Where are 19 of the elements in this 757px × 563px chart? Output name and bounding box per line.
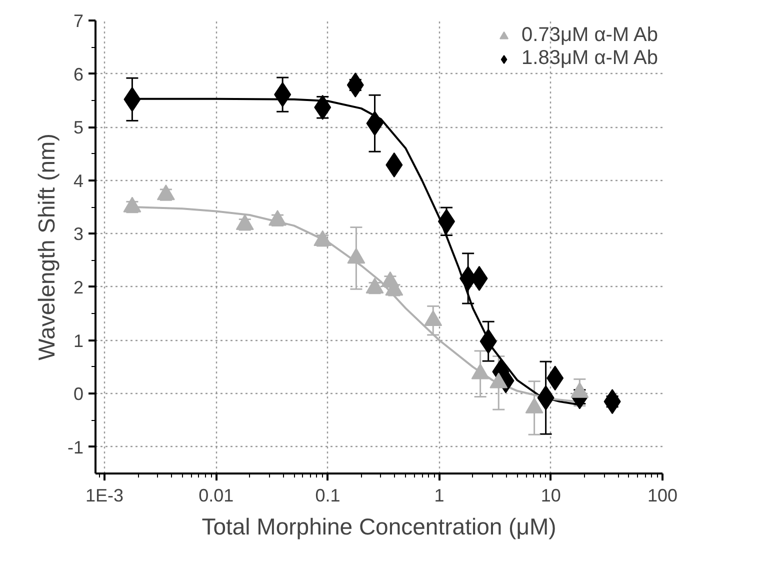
legend-label: 0.73μM α-M Ab — [522, 24, 658, 47]
x-tick-label: 1E-3 — [86, 486, 124, 506]
y-tick-label: 3 — [73, 224, 84, 244]
y-tick-label: 5 — [73, 118, 84, 138]
y-tick-label: 1 — [73, 330, 84, 351]
x-axis-title: Total Morphine Concentration (μM) — [202, 514, 556, 540]
x-tick-label: 1 — [434, 486, 444, 506]
y-tick-label: 6 — [73, 64, 84, 84]
x-tick-label: 0.01 — [198, 486, 234, 506]
x-tick-label: 10 — [540, 486, 561, 506]
y-tick-label: 7 — [73, 11, 84, 31]
y-tick-label: -1 — [67, 437, 84, 458]
y-tick-label: 0 — [73, 384, 84, 404]
y-tick-label: 4 — [73, 170, 84, 191]
x-tick-label: 0.1 — [315, 486, 340, 506]
legend-label: 1.83μM α-M Ab — [522, 47, 658, 70]
x-tick-label: 100 — [647, 486, 678, 506]
y-axis-title: Wavelength Shift (nm) — [33, 134, 60, 360]
y-tick-label: 2 — [73, 277, 84, 298]
